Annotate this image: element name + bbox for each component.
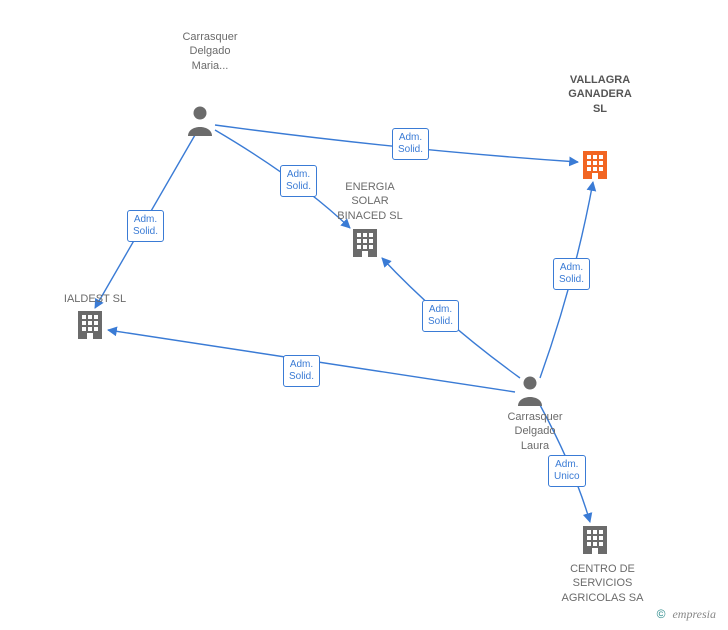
node-label: CENTRO DE SERVICIOS AGRICOLAS SA (555, 562, 650, 605)
node-label: Carrasquer Delgado Laura (495, 410, 575, 453)
node-label: ENERGIA SOLAR BINACED SL (325, 180, 415, 223)
person-icon[interactable] (515, 374, 545, 411)
building-icon[interactable] (580, 524, 610, 559)
node-label: Carrasquer Delgado Maria... (170, 30, 250, 73)
node-label: VALLAGRA GANADERA SL (560, 73, 640, 116)
edge-label: Adm. Solid. (283, 355, 320, 387)
node-label: IALDEST SL (50, 292, 140, 306)
brand-name: empresia (672, 607, 716, 621)
footer-credit: © empresia (657, 607, 716, 622)
copyright-symbol: © (657, 607, 666, 621)
edge-label: Adm. Solid. (127, 210, 164, 242)
edge-label: Adm. Solid. (553, 258, 590, 290)
edge-label: Adm. Solid. (392, 128, 429, 160)
building-icon[interactable] (75, 309, 105, 344)
person-icon[interactable] (185, 104, 215, 141)
building-icon[interactable] (350, 227, 380, 262)
building-icon[interactable] (580, 149, 610, 184)
edge-label: Adm. Solid. (280, 165, 317, 197)
edge-label: Adm. Solid. (422, 300, 459, 332)
edge-label: Adm. Unico (548, 455, 586, 487)
